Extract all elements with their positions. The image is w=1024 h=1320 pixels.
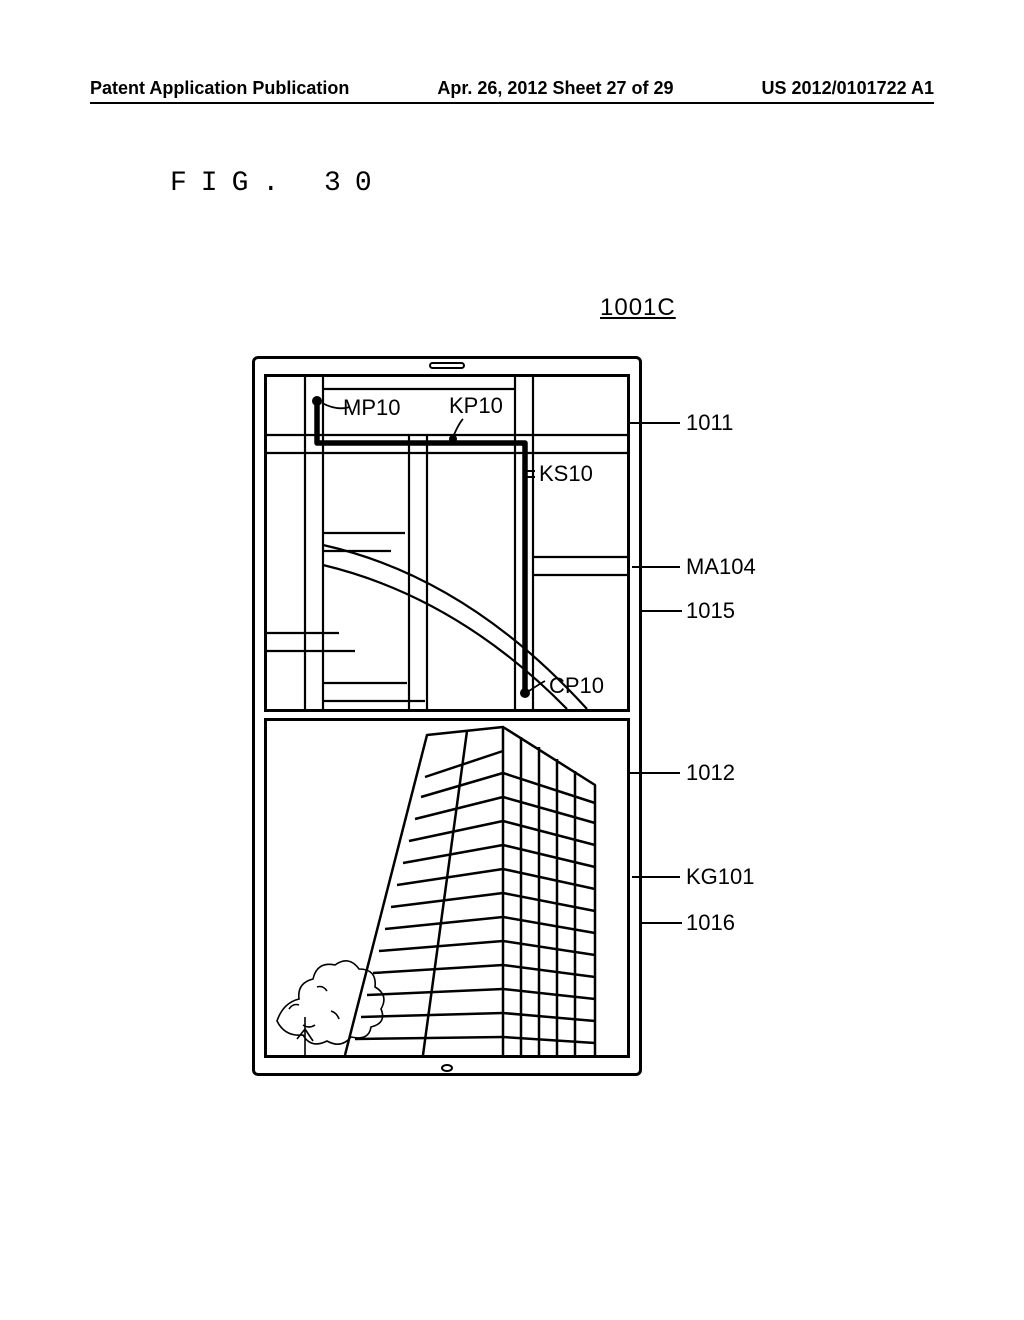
map-panel: MP10 KP10 KS10 CP10: [264, 374, 630, 712]
leader-1011: [630, 422, 680, 424]
image-panel: [264, 718, 630, 1058]
callout-1012: 1012: [686, 760, 735, 786]
leader-1016: [642, 922, 682, 924]
device-frame: MP10 KP10 KS10 CP10: [252, 356, 642, 1076]
tree: [277, 961, 384, 1055]
header-left: Patent Application Publication: [90, 78, 349, 99]
route-path-ks10: [317, 401, 525, 693]
home-button: [441, 1064, 453, 1072]
road-grid: [267, 377, 627, 709]
marker-cp10: [520, 688, 530, 698]
leader-1012: [630, 772, 680, 774]
leader-kg101: [632, 876, 680, 878]
header-rule: [90, 102, 934, 104]
map-svg: [267, 377, 627, 709]
callout-1015: 1015: [686, 598, 735, 624]
callout-kg101: KG101: [686, 864, 755, 890]
speaker-slot: [429, 362, 465, 369]
callout-1011: 1011: [686, 410, 733, 436]
label-kp10: KP10: [449, 393, 503, 419]
label-ks10: KS10: [539, 461, 593, 487]
leader-1015: [642, 610, 682, 612]
marker-mp10: [312, 396, 322, 406]
header-right: US 2012/0101722 A1: [762, 78, 934, 99]
building-svg: [267, 721, 627, 1055]
figure-label: FIG. 30: [170, 168, 386, 199]
header-center: Apr. 26, 2012 Sheet 27 of 29: [437, 78, 673, 99]
device-reference: 1001C: [600, 294, 676, 322]
label-cp10: CP10: [549, 673, 604, 699]
label-mp10: MP10: [343, 395, 400, 421]
leader-ma104: [632, 566, 680, 568]
page-header: Patent Application Publication Apr. 26, …: [0, 78, 1024, 99]
callout-ma104: MA104: [686, 554, 756, 580]
callout-1016: 1016: [686, 910, 735, 936]
